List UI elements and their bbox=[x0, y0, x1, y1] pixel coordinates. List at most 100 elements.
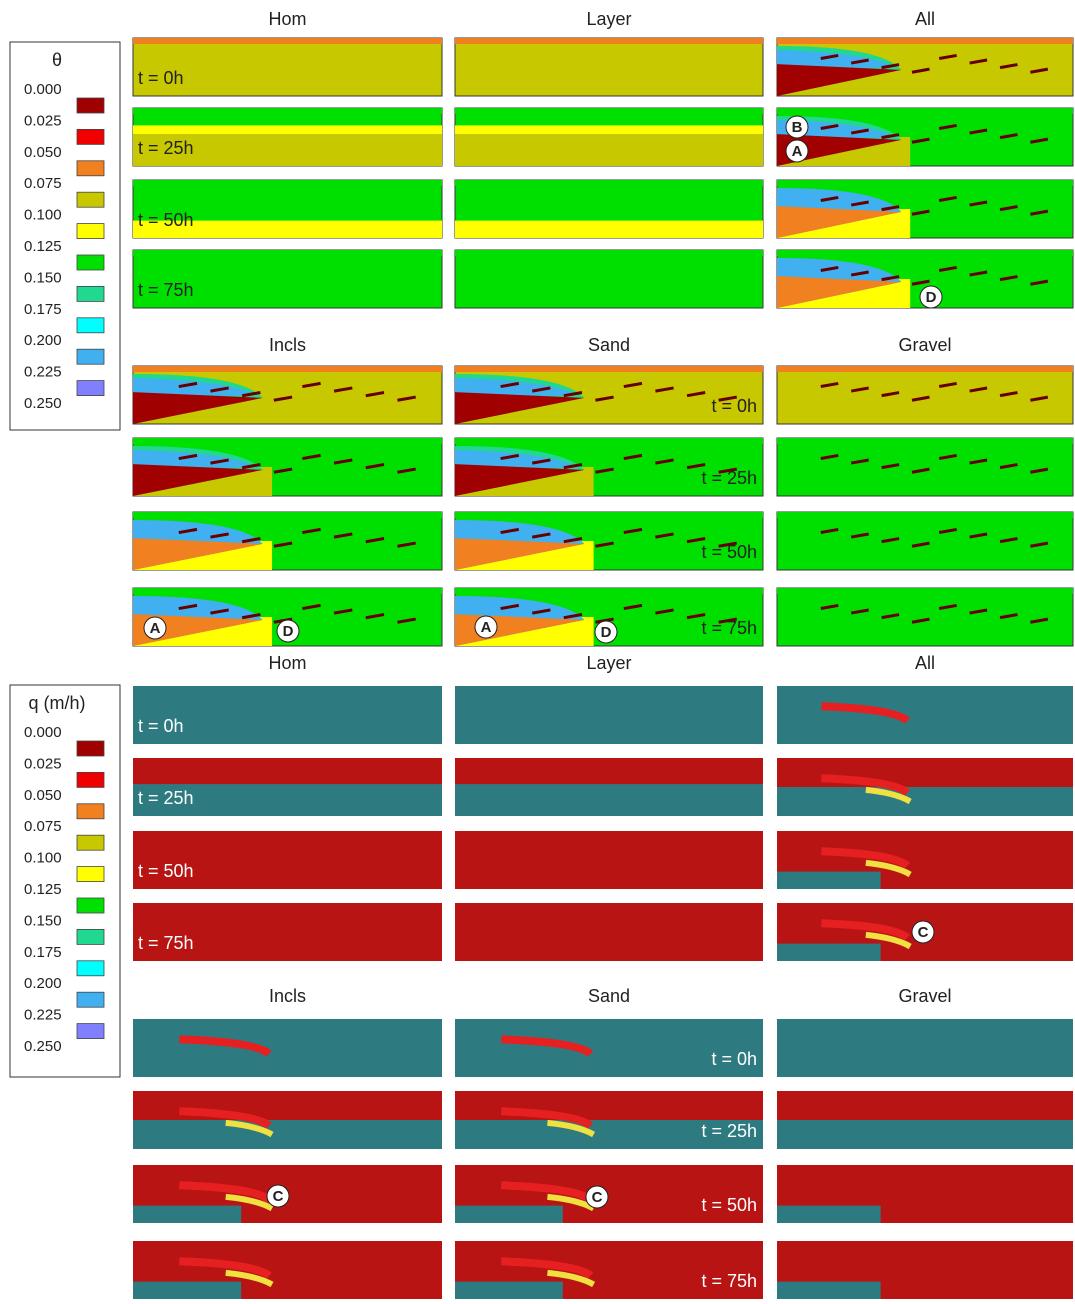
column-title: All bbox=[915, 653, 935, 673]
flow bbox=[455, 903, 763, 961]
inclusion bbox=[911, 67, 930, 74]
legend-label: 0.100 bbox=[24, 207, 62, 224]
marker-label: A bbox=[150, 620, 161, 637]
legend-swatch bbox=[76, 128, 105, 145]
inclusion bbox=[210, 386, 229, 393]
inclusion bbox=[820, 603, 839, 610]
legend-label: 0.150 bbox=[24, 912, 62, 929]
inclusion bbox=[938, 123, 957, 130]
lens bbox=[777, 262, 896, 282]
plume bbox=[501, 1035, 594, 1058]
column-title: Hom bbox=[268, 9, 306, 29]
legend-label: 0.250 bbox=[24, 395, 62, 412]
inclusion bbox=[178, 381, 198, 389]
marker-circle bbox=[276, 619, 300, 643]
panel bbox=[133, 1019, 442, 1077]
column-title: Sand bbox=[588, 986, 630, 1006]
lens bbox=[455, 450, 579, 470]
panel bbox=[776, 511, 1074, 571]
inclusion bbox=[595, 541, 614, 548]
plume bbox=[821, 847, 911, 869]
inclusion bbox=[655, 532, 674, 539]
time-label: t = 50h bbox=[701, 542, 757, 562]
column-title: All bbox=[915, 9, 935, 29]
inclusion bbox=[210, 532, 229, 539]
inclusion bbox=[531, 458, 551, 465]
legend-swatch bbox=[76, 960, 105, 977]
lens bbox=[133, 600, 257, 620]
inclusion bbox=[178, 453, 198, 461]
inclusion bbox=[397, 617, 416, 624]
time-label: t = 50h bbox=[701, 1195, 757, 1215]
top-band bbox=[133, 180, 442, 186]
legend-label: 0.200 bbox=[24, 975, 62, 992]
inclusion bbox=[911, 395, 930, 402]
top-band bbox=[133, 512, 442, 518]
legend-swatch bbox=[76, 348, 105, 365]
inclusion bbox=[623, 381, 643, 389]
inclusion bbox=[911, 137, 930, 144]
plume bbox=[501, 1257, 594, 1280]
legend-swatch bbox=[76, 380, 105, 397]
top-band bbox=[455, 38, 763, 44]
wedge bbox=[777, 276, 902, 308]
inclusion bbox=[969, 270, 988, 277]
inclusion bbox=[881, 613, 900, 620]
top-band bbox=[777, 588, 1073, 594]
inclusion bbox=[820, 123, 839, 130]
marker-label: D bbox=[601, 624, 612, 641]
inclusion bbox=[686, 463, 706, 470]
inclusion bbox=[178, 603, 198, 611]
legend-label: 0.175 bbox=[24, 301, 62, 318]
inclusion bbox=[178, 527, 198, 535]
lower bbox=[777, 1205, 881, 1223]
top-band bbox=[777, 38, 1073, 44]
inclusion bbox=[531, 532, 551, 539]
top-band bbox=[133, 438, 442, 444]
legend-label: 0.250 bbox=[24, 1038, 62, 1055]
marker-label: A bbox=[481, 619, 492, 636]
inclusion bbox=[718, 395, 738, 402]
panel bbox=[455, 1019, 763, 1077]
legend-swatch bbox=[76, 160, 105, 177]
inclusion bbox=[333, 458, 353, 465]
top-band bbox=[455, 512, 763, 518]
band bbox=[455, 134, 763, 166]
legend-label: 0.025 bbox=[24, 755, 62, 772]
inclusion bbox=[820, 195, 839, 202]
inclusion bbox=[302, 527, 321, 535]
inclusion bbox=[938, 381, 957, 388]
lens bbox=[777, 192, 896, 212]
panel bbox=[454, 249, 764, 309]
inclusion bbox=[563, 613, 583, 620]
lower bbox=[777, 1281, 881, 1299]
legend-swatch bbox=[76, 97, 105, 114]
marker-circle bbox=[919, 285, 943, 309]
panel bbox=[454, 37, 764, 97]
inclusion bbox=[500, 453, 520, 461]
legend-title: q (m/h) bbox=[28, 693, 85, 713]
inclusion bbox=[999, 391, 1018, 398]
time-label: t = 75h bbox=[138, 933, 194, 953]
inclusion bbox=[850, 532, 869, 539]
marker-label: D bbox=[926, 289, 937, 306]
inclusion bbox=[1030, 279, 1049, 286]
inclusion bbox=[881, 133, 900, 140]
legend-label: 0.125 bbox=[24, 881, 62, 898]
marker-label: A bbox=[792, 143, 803, 160]
wedge bbox=[133, 464, 263, 496]
flow bbox=[133, 1091, 442, 1120]
inclusion bbox=[969, 58, 988, 65]
legend-label: 0.125 bbox=[24, 238, 62, 255]
inclusion bbox=[999, 63, 1018, 70]
inclusion bbox=[881, 537, 900, 544]
inclusion bbox=[623, 527, 643, 535]
inclusion bbox=[911, 209, 930, 216]
inclusion bbox=[969, 608, 988, 615]
panel bbox=[132, 37, 443, 97]
legend-label: 0.000 bbox=[24, 81, 62, 98]
inclusion bbox=[999, 537, 1018, 544]
legend-swatch bbox=[76, 1023, 105, 1039]
lower bbox=[777, 871, 881, 889]
